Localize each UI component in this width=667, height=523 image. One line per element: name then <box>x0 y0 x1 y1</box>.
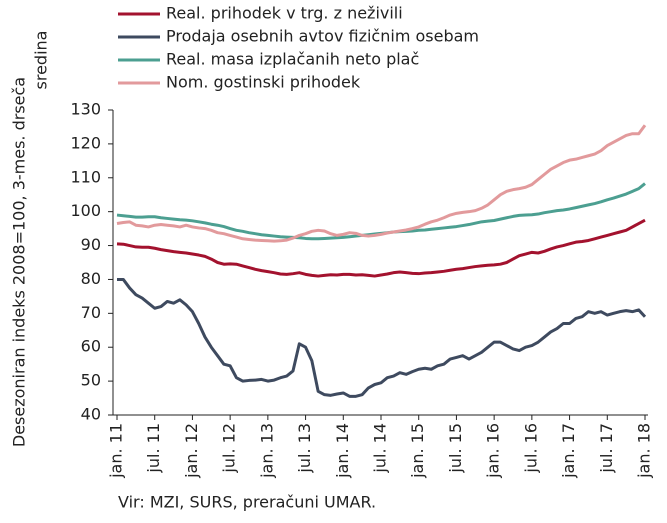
y-tick-label: 110 <box>70 167 101 186</box>
y-tick-label: 90 <box>81 235 101 254</box>
x-tick-label: jan. 14 <box>333 423 352 479</box>
x-tick-label: jan. 11 <box>107 423 126 479</box>
y-tick-label: 60 <box>81 337 101 356</box>
x-tick-label: jul. 17 <box>597 423 616 474</box>
legend-label: Prodaja osebnih avtov fizičnim osebam <box>166 27 479 46</box>
x-tick-label: jul. 11 <box>144 423 163 474</box>
series-line <box>117 277 647 398</box>
x-tick-label: jan. 17 <box>559 423 578 479</box>
x-tick-label: jan. 16 <box>484 423 503 479</box>
series-line <box>116 218 646 278</box>
x-tick-label: jul. 13 <box>295 423 314 474</box>
x-tick-label: jul. 15 <box>446 423 465 474</box>
source: Vir: MZI, SURS, preračuni UMAR. <box>118 493 376 512</box>
x-tick-label: jan. 18 <box>635 423 654 479</box>
y-tick-label: 70 <box>81 303 101 322</box>
legend-label: Real. prihodek v trg. z neživili <box>166 4 403 23</box>
x-tick-label: jul. 16 <box>521 423 540 474</box>
series-line <box>116 124 647 243</box>
y-axis-label: Desezoniran indeks 2008=100, 3-mes. drse… <box>10 77 29 447</box>
x-tick-label: jan. 13 <box>257 423 276 479</box>
x-tick-label: jan. 12 <box>182 423 201 479</box>
y-tick-label: 40 <box>81 405 101 424</box>
y-tick-label: 130 <box>70 100 101 119</box>
y-axis-label: sredina <box>32 31 51 90</box>
y-tick-label: 120 <box>70 133 101 152</box>
x-tick-label: jul. 14 <box>371 423 390 474</box>
y-tick-label: 100 <box>70 201 101 220</box>
y-tick-label: 80 <box>81 269 101 288</box>
x-tick-label: jan. 15 <box>408 423 427 479</box>
y-tick-label: 50 <box>81 371 101 390</box>
legend-label: Nom. gostinski prihodek <box>166 73 361 92</box>
x-tick-label: jul. 12 <box>220 423 239 474</box>
legend-label: Real. masa izplačanih neto plač <box>166 50 419 69</box>
series-line <box>116 182 646 241</box>
